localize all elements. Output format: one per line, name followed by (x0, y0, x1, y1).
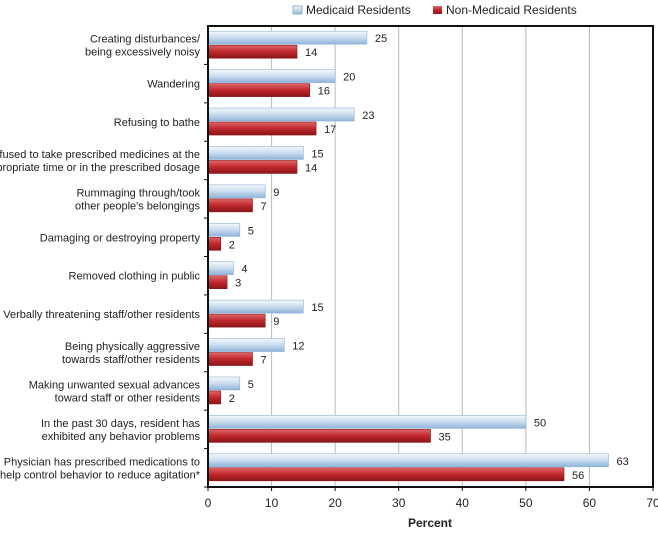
category-label: Damaging or destroying property (40, 232, 201, 244)
category-label-line: exhibited any behavior problems (42, 431, 201, 443)
data-label-medicaid: 15 (311, 302, 323, 314)
data-label-non-medicaid: 14 (305, 162, 317, 174)
x-tick-label: 40 (456, 496, 470, 510)
data-label-medicaid: 9 (273, 187, 279, 199)
category-label: Verbally threatening staff/other residen… (3, 309, 200, 321)
data-label-non-medicaid: 35 (439, 431, 451, 443)
bar-non-medicaid (207, 236, 222, 251)
category-label: Refused to take prescribed medicines at … (0, 149, 200, 174)
category-label-line: Physician has prescribed medications to (4, 456, 200, 468)
category-label-line: toward staff or other residents (55, 392, 201, 404)
x-tick-label: 70 (646, 496, 658, 510)
bar-medicaid (207, 261, 234, 276)
bar-non-medicaid (207, 352, 253, 366)
data-label-medicaid: 20 (343, 72, 355, 84)
data-label-medicaid: 12 (292, 341, 304, 353)
category-label-line: being excessively noisy (85, 47, 200, 59)
category-label-line: In the past 30 days, resident has (41, 418, 200, 430)
x-tick-label: 50 (519, 496, 533, 510)
category-label-line: Being physically aggressive (65, 341, 200, 353)
bar-non-medicaid (207, 121, 317, 136)
bar-medicaid (207, 30, 368, 45)
category-label-line: help control behavior to reduce agitatio… (0, 469, 201, 481)
data-label-medicaid: 5 (248, 379, 254, 391)
data-label-non-medicaid: 56 (572, 470, 584, 482)
data-label-non-medicaid: 9 (273, 316, 279, 328)
legend-label-non-medicaid: Non-Medicaid Residents (446, 3, 577, 17)
legend-swatch-medicaid (292, 5, 303, 15)
bar-non-medicaid (207, 313, 266, 328)
bar-non-medicaid (207, 275, 228, 290)
data-label-non-medicaid: 17 (324, 124, 336, 136)
data-label-medicaid: 15 (311, 148, 323, 160)
category-label-line: Refused to take prescribed medicines at … (0, 149, 200, 161)
bar-non-medicaid (207, 198, 253, 213)
bar-medicaid (207, 299, 304, 314)
bar-non-medicaid (207, 467, 565, 482)
legend-label-medicaid: Medicaid Residents (306, 3, 411, 17)
bar-medicaid (207, 107, 355, 122)
category-label: In the past 30 days, resident has exhibit… (41, 418, 200, 443)
data-label-non-medicaid: 16 (318, 86, 330, 98)
category-label-line: Removed clothing in public (69, 271, 201, 283)
bar-medicaid (207, 415, 527, 429)
x-tick-label: 10 (265, 496, 279, 510)
category-label-line: Damaging or destroying property (40, 232, 201, 244)
bar-medicaid (207, 146, 304, 160)
bar-medicaid (207, 222, 241, 237)
bar-non-medicaid (207, 390, 222, 405)
category-label: Refusing to bathe (114, 117, 200, 129)
bar-non-medicaid (207, 44, 298, 59)
data-label-medicaid: 4 (241, 264, 247, 276)
data-label-medicaid: 5 (248, 225, 254, 237)
bar-non-medicaid (207, 160, 298, 174)
legend-swatch-non-medicaid (433, 6, 442, 14)
category-label: Creating disturbances/being excessively … (85, 34, 201, 59)
bar-medicaid (207, 184, 266, 199)
category-label-line: Making unwanted sexual advances (29, 379, 201, 391)
category-label-line: appropriate time or in the prescribed do… (0, 162, 200, 174)
data-label-non-medicaid: 2 (229, 239, 235, 251)
category-label: Wandering (147, 79, 200, 91)
plot-frame (207, 25, 654, 488)
legend: Medicaid Residents Non-Medicaid Resident… (292, 3, 577, 17)
category-label: Making unwanted sexual advances toward st… (29, 379, 201, 404)
category-label-line: Creating disturbances/ (90, 34, 201, 46)
data-label-non-medicaid: 7 (261, 201, 267, 213)
category-label: Being physically aggressive towards staff… (62, 341, 200, 366)
x-tick-label: 0 (205, 496, 212, 510)
bar-non-medicaid (207, 83, 311, 97)
data-label-medicaid: 63 (617, 456, 629, 468)
data-label-non-medicaid: 2 (229, 393, 235, 405)
category-label-line: Rummaging through/took (76, 187, 200, 199)
x-tick-label: 30 (392, 496, 406, 510)
data-label-non-medicaid: 14 (305, 47, 317, 59)
category-label: Physician has prescribed medications to h… (0, 456, 201, 481)
bar-medicaid (207, 376, 241, 391)
category-label-line: towards staff/other residents (62, 354, 200, 366)
x-axis-label: Percent (408, 516, 452, 530)
data-label-non-medicaid: 7 (261, 355, 267, 367)
category-label-line: Verbally threatening staff/other residen… (3, 309, 200, 321)
data-label-medicaid: 23 (362, 110, 374, 122)
category-label: Rummaging through/took other people's bel… (75, 187, 201, 212)
category-label: Removed clothing in public (69, 271, 201, 283)
category-label-line: other people's belongings (75, 200, 201, 212)
x-tick-label: 60 (583, 496, 597, 510)
data-label-medicaid: 25 (375, 33, 387, 45)
category-label-line: Refusing to bathe (114, 117, 200, 129)
bar-medicaid (207, 453, 609, 468)
category-label-line: Wandering (147, 79, 200, 91)
bar-medicaid (207, 69, 336, 83)
x-tick-label: 20 (328, 496, 342, 510)
bar-non-medicaid (207, 429, 431, 443)
data-label-medicaid: 50 (534, 417, 546, 429)
data-label-non-medicaid: 3 (235, 278, 241, 290)
bar-medicaid (207, 338, 285, 352)
